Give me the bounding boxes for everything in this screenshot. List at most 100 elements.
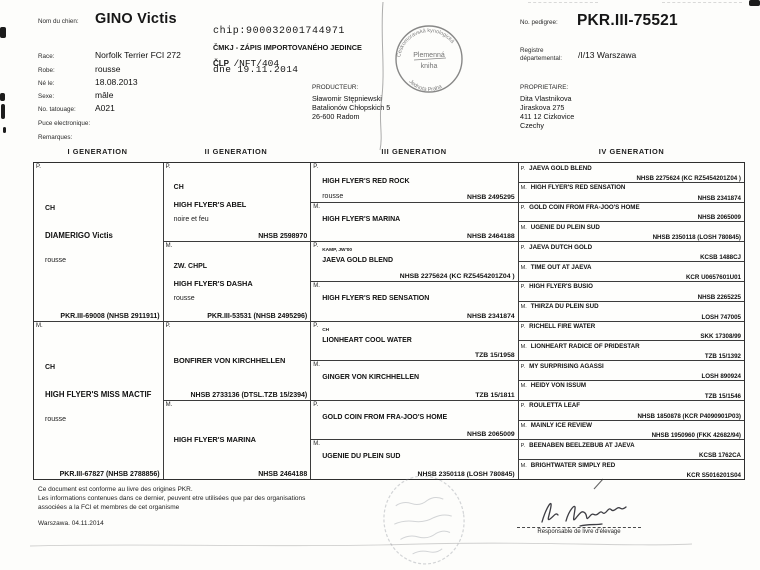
- ancestor-name: HIGH FLYER'S ABEL: [173, 200, 247, 209]
- pedigree-cell: P. CH LIONHEART COOL WATER TZB 15/1958: [311, 320, 518, 361]
- ancestor-registration: NHSB 2065009: [697, 214, 741, 222]
- pedigree-cell: M. HIGH FLYER'S RED SENSATION NHSB 2341874: [311, 280, 518, 321]
- ancestor-name: HIGH FLYER'S RED SENSATION: [530, 184, 626, 192]
- field-label-sexe: Sexe:: [38, 93, 55, 100]
- field-label-ne-le: Né le:: [38, 80, 55, 87]
- ancestor-name: LIONHEART RADICE OF PRIDESTAR: [530, 342, 640, 350]
- scan-speck: [0, 27, 6, 38]
- footer-line-1: Ce document est conforme au livre des or…: [38, 486, 193, 493]
- cmkj-line: ČMKJ - ZÁPIS IMPORTOVANÉHO JEDINCE: [213, 43, 362, 52]
- pedigree-cell: M. CH HIGH FLYER'S MISS MACTIF rousse PKR.II…: [34, 320, 163, 480]
- round-stamp: Českomoravská kynologická Jednota Praha …: [395, 25, 463, 93]
- signature-caption: Responsable de livre d'élevage: [537, 529, 621, 535]
- registre-label-1: Registre: [520, 47, 544, 54]
- pedigree-cell: M. HIGH FLYER'S MARINA NHSB 2464188: [311, 201, 518, 242]
- ancestor-title: CH: [173, 184, 184, 191]
- cell-sex-label: M.: [313, 362, 320, 369]
- producer-label: PRODUCTEUR:: [312, 84, 359, 91]
- clp-number: ČLP /NFT/404: [213, 53, 279, 71]
- producer-city: 26-600 Radom: [312, 112, 360, 121]
- generation-title-row: I GENERATION II GENERATION III GENERATIO…: [33, 147, 745, 162]
- cell-sex-label: M.: [520, 383, 527, 390]
- ancestor-name: ROULETTA LEAF: [529, 402, 581, 410]
- field-value-robe: rousse: [95, 64, 121, 74]
- generation-column-3: P. HIGH FLYER'S RED ROCK rousse NHSB 249529…: [310, 163, 518, 479]
- ancestor-color: rousse: [173, 295, 195, 303]
- ancestor-title: ZW. CHPL: [173, 263, 208, 271]
- ancestor-name: HIGH FLYER'S RED ROCK: [322, 178, 410, 185]
- cell-sex-label: M.: [313, 282, 320, 289]
- cell-sex-label: P.: [520, 442, 526, 449]
- ancestor-registration: KCSB 1762CA: [699, 452, 741, 460]
- svg-text:Jednota Praha: Jednota Praha: [407, 79, 443, 93]
- ancestor-name: BEENABEN BEELZEBUB AT JAEVA: [529, 441, 635, 449]
- cell-sex-label: M.: [520, 185, 527, 192]
- pedigree-cell: P. ROULETTA LEAF NHSB 1850878 (KCR P409090…: [518, 399, 744, 420]
- cell-sex-label: P.: [36, 164, 41, 170]
- ancestor-registration: NHSB 2265225: [697, 293, 741, 301]
- pedigree-cell: M. UGENIE DU PLEIN SUD NHSB 2350118 (LOSH …: [518, 221, 744, 241]
- pedigree-cell: P. JAEVA GOLD BLEND NHSB 2275624 (KC RZ545…: [519, 163, 744, 182]
- ancestor-name: UGENIE DU PLEIN SUD: [530, 223, 600, 231]
- ancestor-registration: LOSH 890924: [701, 372, 741, 380]
- footer-line-2: Les informations contenues dans ce derni…: [38, 495, 306, 502]
- field-label-tatouage: No. tatouage:: [38, 106, 76, 113]
- pedigree-cell: M. THIRZA DU PLEIN SUD LOSH 747005: [518, 300, 744, 321]
- cell-sex-label: P.: [313, 322, 319, 329]
- ancestor-title: CH: [45, 363, 56, 371]
- ancestor-registration: NHSB 2598970: [258, 233, 308, 241]
- ancestor-name: HIGH FLYER'S DASHA: [173, 279, 253, 289]
- ancestor-registration: NHSB 2065009: [467, 431, 515, 439]
- ancestor-registration: PKR.III-53531 (NHSB 2495296): [207, 312, 308, 320]
- ancestor-registration: PKR.III-67827 (NHSB 2788856): [59, 471, 160, 478]
- pedigree-cell: P. JAEVA DUTCH GOLD KCSB 1488CJ: [518, 241, 744, 261]
- ancestor-registration: TZB 15/1811: [475, 391, 515, 399]
- clp-value: /NFT/404: [233, 58, 280, 69]
- ancestor-color: rousse: [45, 415, 67, 423]
- ancestor-registration: NHSB 2733136 (DTSL.TZB 15/2394): [190, 391, 308, 399]
- ancestor-registration: NHSB 2341874: [697, 194, 741, 202]
- pedigree-cell: P. CH HIGH FLYER'S ABEL noire et feu NHSB 25…: [164, 163, 311, 241]
- cell-sex-label: P.: [520, 284, 526, 291]
- ancestor-registration: NHSB 2275624 (KC RZ5454201Z04 ): [399, 272, 515, 280]
- registration-date: dne 19.11.2014: [213, 64, 299, 75]
- cell-sex-label: P.: [520, 363, 526, 370]
- ancestor-registration: TZB 15/1958: [474, 352, 515, 360]
- generation-column-4: P. JAEVA GOLD BLEND NHSB 2275624 (KC RZ545…: [517, 163, 744, 479]
- owner-label: PROPRIETAIRE:: [520, 84, 569, 91]
- scan-speck: [528, 2, 598, 3]
- owner-city: 411 12 Cizkovice: [520, 112, 575, 121]
- ancestor-name: HIGH FLYER'S RED SENSATION: [322, 294, 430, 302]
- pedigree-cell: M. UGENIE DU PLEIN SUD NHSB 2350118 (LOSH …: [311, 439, 518, 479]
- field-value-sexe: mâle: [95, 90, 114, 100]
- pedigree-cell: P. HIGH FLYER'S BUSIO NHSB 2265225: [518, 280, 744, 301]
- scan-speck: [662, 2, 742, 3]
- generation-title-4: IV GENERATION: [598, 147, 665, 156]
- field-value-tatouage: A021: [95, 103, 115, 113]
- footer-line-3: associées a la FCI et membres de cet org…: [38, 504, 180, 511]
- field-label-nom: Nom du chien:: [38, 18, 79, 25]
- ancestor-registration: NHSB 2495295: [467, 193, 515, 201]
- ancestor-name: MY SURPRISING AGASSI: [529, 362, 604, 370]
- cell-sex-label: P.: [520, 244, 526, 251]
- ancestor-title: CH: [322, 327, 330, 333]
- pedigree-number-label: No. pedigree:: [520, 19, 558, 26]
- ancestor-registration: KCR S5016201S04: [686, 472, 741, 479]
- registre-value: /I/13 Warszawa: [578, 50, 637, 60]
- ancestor-registration: NHSB 2464188: [467, 233, 515, 241]
- ancestor-name: HIGH FLYER'S MARINA: [322, 215, 401, 223]
- generation-title-3: III GENERATION: [381, 147, 447, 156]
- owner-name: Dita Vlastnikova: [520, 94, 572, 103]
- pedigree-cell: P. CH DIAMERIGO Victis rousse PKR.III-69008 …: [34, 163, 163, 321]
- scan-speck: [0, 93, 5, 101]
- ancestor-registration: NHSB 1950960 (FKK 42682/94): [651, 432, 741, 440]
- pedigree-cell: P. BEENABEN BEELZEBUB AT JAEVA KCSB 1762CA: [518, 439, 744, 460]
- oval-stamp: [383, 475, 465, 565]
- cell-sex-label: P.: [313, 164, 319, 170]
- ancestor-registration: NHSB 2350118 (LOSH 780845): [417, 471, 515, 478]
- cell-sex-label: M.: [520, 264, 527, 271]
- ancestor-color: rousse: [45, 257, 67, 264]
- pedigree-table: I GENERATION II GENERATION III GENERATIO…: [33, 147, 745, 480]
- svg-text:kniha: kniha: [421, 63, 438, 70]
- ancestor-name: JAEVA GOLD BLEND: [529, 164, 592, 172]
